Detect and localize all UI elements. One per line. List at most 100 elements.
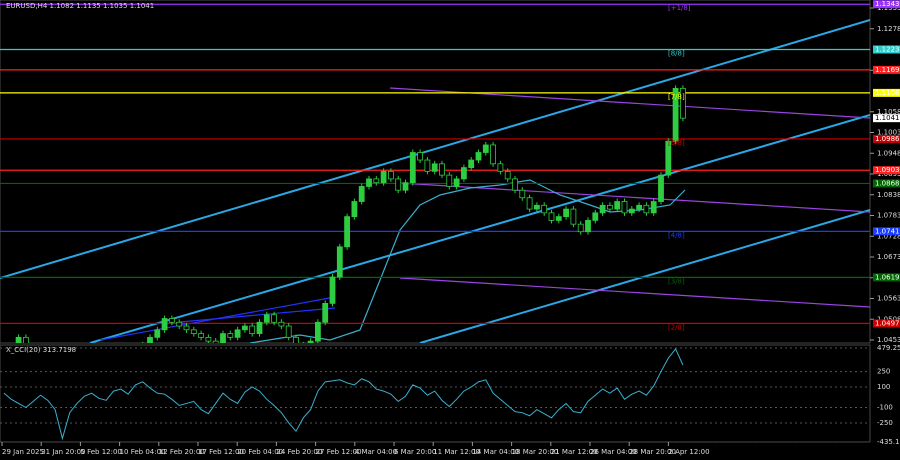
candle [241, 325, 248, 331]
channel-line [89, 114, 870, 343]
price-tick-label: 1.0563 [877, 295, 900, 303]
candle [322, 303, 329, 323]
candle [614, 201, 621, 210]
candle [22, 336, 29, 343]
channel-line [419, 209, 870, 343]
level-tag: [7/8] [668, 93, 685, 101]
candle [190, 329, 197, 334]
candle [424, 159, 431, 172]
trend-line [179, 307, 336, 323]
candle [15, 336, 22, 343]
candle [161, 318, 168, 331]
level-price-label: 1.0741 [875, 227, 900, 235]
indicator-pane [0, 344, 871, 443]
candle [176, 321, 183, 327]
level-price-box [873, 273, 900, 282]
indicator-tick-label: 100 [877, 383, 890, 391]
price-tick-label: 1.0783 [877, 212, 900, 220]
level-tag: [8/8] [668, 50, 685, 58]
price-tick-label: 1.0453 [877, 336, 900, 344]
price-tick-label: 1.0673 [877, 253, 900, 261]
price-tick-label: 1.1278 [877, 25, 900, 33]
candle [278, 321, 285, 327]
candle [417, 152, 424, 161]
indicator-tick-label: 250 [877, 368, 890, 376]
candle [497, 163, 504, 172]
level-price-label: 1.0903 [875, 166, 900, 174]
price-tick-label: 1.0838 [877, 191, 900, 199]
candle [336, 246, 343, 278]
indicator-tick-label: 479.2565 [877, 344, 900, 352]
candle [351, 201, 358, 218]
candle [373, 178, 380, 184]
candle [307, 340, 314, 343]
candle [227, 333, 234, 338]
time-label: 24 Feb 20:00 [276, 448, 322, 456]
candle [358, 186, 365, 202]
candle [249, 325, 256, 334]
candle [504, 170, 511, 180]
candle [599, 204, 606, 214]
price-tick-label: 1.0948 [877, 149, 900, 157]
indicator-tick-label: -250 [877, 419, 893, 427]
candle [526, 197, 533, 210]
level-price-label: 1.1223 [875, 46, 900, 54]
level-price-label: 1.0868 [875, 179, 900, 187]
level-price-box [873, 179, 900, 188]
time-label: 4 Mar 04:00 [355, 448, 397, 456]
main-plot [0, 3, 870, 343]
candle [387, 170, 394, 180]
level-price-label: 1.1169 [875, 66, 900, 74]
candle [512, 178, 518, 191]
time-label: 10 Feb 04:00 [120, 448, 166, 456]
candle [563, 208, 569, 218]
time-label: 11 Mar 12:00 [433, 448, 480, 456]
candle [541, 204, 548, 214]
level-price-box [873, 65, 900, 74]
level-price-box [873, 0, 900, 9]
candle [650, 201, 657, 214]
candle [147, 336, 153, 343]
candle [439, 163, 445, 176]
candle [205, 336, 212, 342]
candle [271, 314, 278, 323]
time-label: 21 Mar 12:00 [551, 448, 598, 456]
candle [409, 152, 416, 184]
indicator-label: X_CCI(20) 313.7198 [6, 346, 76, 354]
candle [168, 318, 175, 323]
candle [585, 220, 591, 233]
trend-line [399, 277, 870, 308]
level-tag: [2/8] [668, 323, 685, 331]
candle [453, 178, 460, 187]
level-tag: [3/8] [668, 277, 685, 285]
candle [672, 87, 679, 142]
channel-line [0, 19, 870, 279]
candle [607, 204, 613, 210]
level-price-label: 1.0497 [875, 319, 900, 327]
level-price-label: 1.1108 [875, 89, 900, 97]
level-price-label: 1.0619 [875, 273, 900, 281]
price-tick-label: 1.1003 [877, 129, 900, 137]
time-label: 6 Mar 20:00 [394, 448, 436, 456]
time-label: 26 Mar 04:00 [590, 448, 637, 456]
candle [548, 212, 555, 221]
candle [293, 336, 299, 343]
candle [395, 178, 402, 191]
candle [285, 325, 292, 338]
candle [183, 325, 190, 331]
candle [628, 208, 635, 214]
candle [665, 140, 672, 176]
candle [680, 87, 686, 119]
candle [636, 204, 642, 210]
candle [366, 178, 372, 187]
level-price-label: 1.1343 [875, 0, 900, 8]
current-price-box [873, 114, 900, 123]
price-tick-label: 1.0508 [877, 315, 900, 323]
level-price-box [873, 227, 900, 236]
candle [490, 144, 497, 165]
candle [592, 212, 599, 221]
indicator-tick-label: -100 [877, 404, 893, 412]
candle [460, 167, 467, 180]
trend-line [399, 182, 870, 213]
candle [577, 223, 584, 233]
